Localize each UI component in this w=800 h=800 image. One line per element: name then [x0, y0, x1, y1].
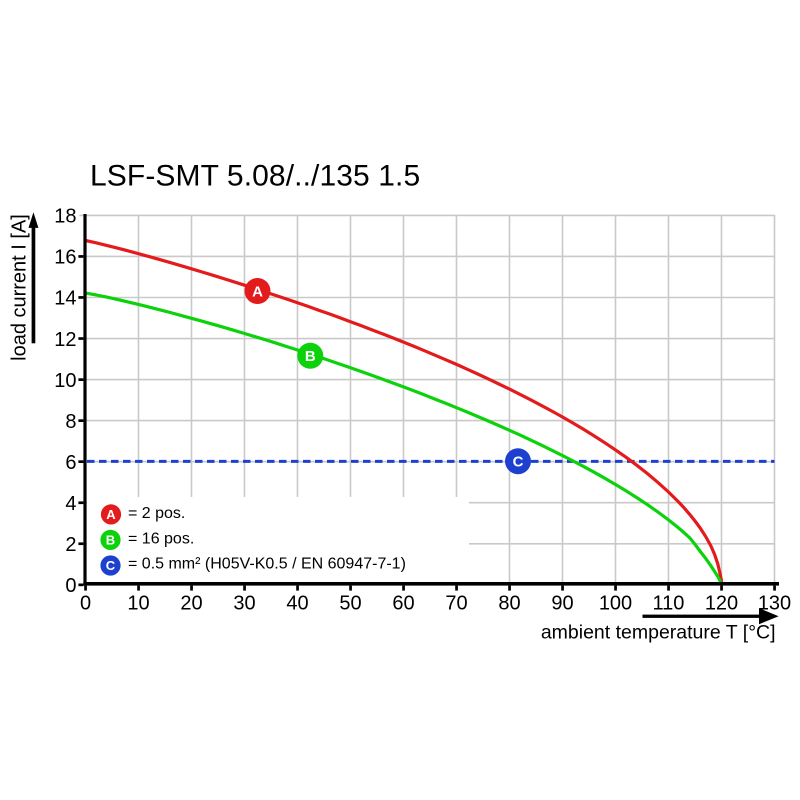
svg-text:0: 0 [80, 592, 91, 614]
svg-text:18: 18 [54, 206, 76, 228]
svg-text:= 0.5 mm² (H05V-K0.5 / EN 6094: = 0.5 mm² (H05V-K0.5 / EN 60947-7-1) [128, 556, 406, 573]
svg-text:C: C [106, 558, 116, 573]
svg-text:6: 6 [65, 452, 76, 474]
svg-text:0: 0 [65, 575, 76, 597]
svg-text:60: 60 [392, 592, 414, 614]
svg-text:= 16 pos.: = 16 pos. [128, 531, 194, 548]
svg-text:B: B [305, 348, 316, 365]
svg-text:C: C [513, 454, 524, 471]
svg-text:16: 16 [54, 247, 76, 269]
svg-text:10: 10 [127, 592, 149, 614]
svg-text:30: 30 [233, 592, 255, 614]
svg-text:ambient temperature T [°C]: ambient temperature T [°C] [541, 622, 776, 644]
svg-text:load current I [A]: load current I [A] [9, 214, 31, 361]
svg-text:90: 90 [551, 592, 573, 614]
svg-text:50: 50 [339, 592, 361, 614]
svg-text:20: 20 [180, 592, 202, 614]
svg-text:2: 2 [65, 534, 76, 556]
svg-text:14: 14 [54, 288, 76, 310]
svg-text:A: A [252, 283, 263, 300]
svg-text:LSF-SMT 5.08/../135 1.5: LSF-SMT 5.08/../135 1.5 [90, 159, 420, 192]
svg-text:80: 80 [498, 592, 520, 614]
svg-text:70: 70 [445, 592, 467, 614]
svg-text:100: 100 [599, 592, 632, 614]
svg-text:10: 10 [54, 370, 76, 392]
svg-text:110: 110 [653, 592, 685, 614]
svg-text:120: 120 [705, 592, 738, 614]
svg-text:A: A [106, 507, 116, 522]
svg-text:40: 40 [286, 592, 308, 614]
svg-text:8: 8 [65, 411, 76, 433]
svg-text:B: B [106, 533, 115, 548]
svg-text:= 2 pos.: = 2 pos. [128, 505, 185, 522]
svg-text:12: 12 [54, 329, 76, 351]
svg-text:130: 130 [758, 592, 791, 614]
svg-text:4: 4 [65, 493, 76, 515]
